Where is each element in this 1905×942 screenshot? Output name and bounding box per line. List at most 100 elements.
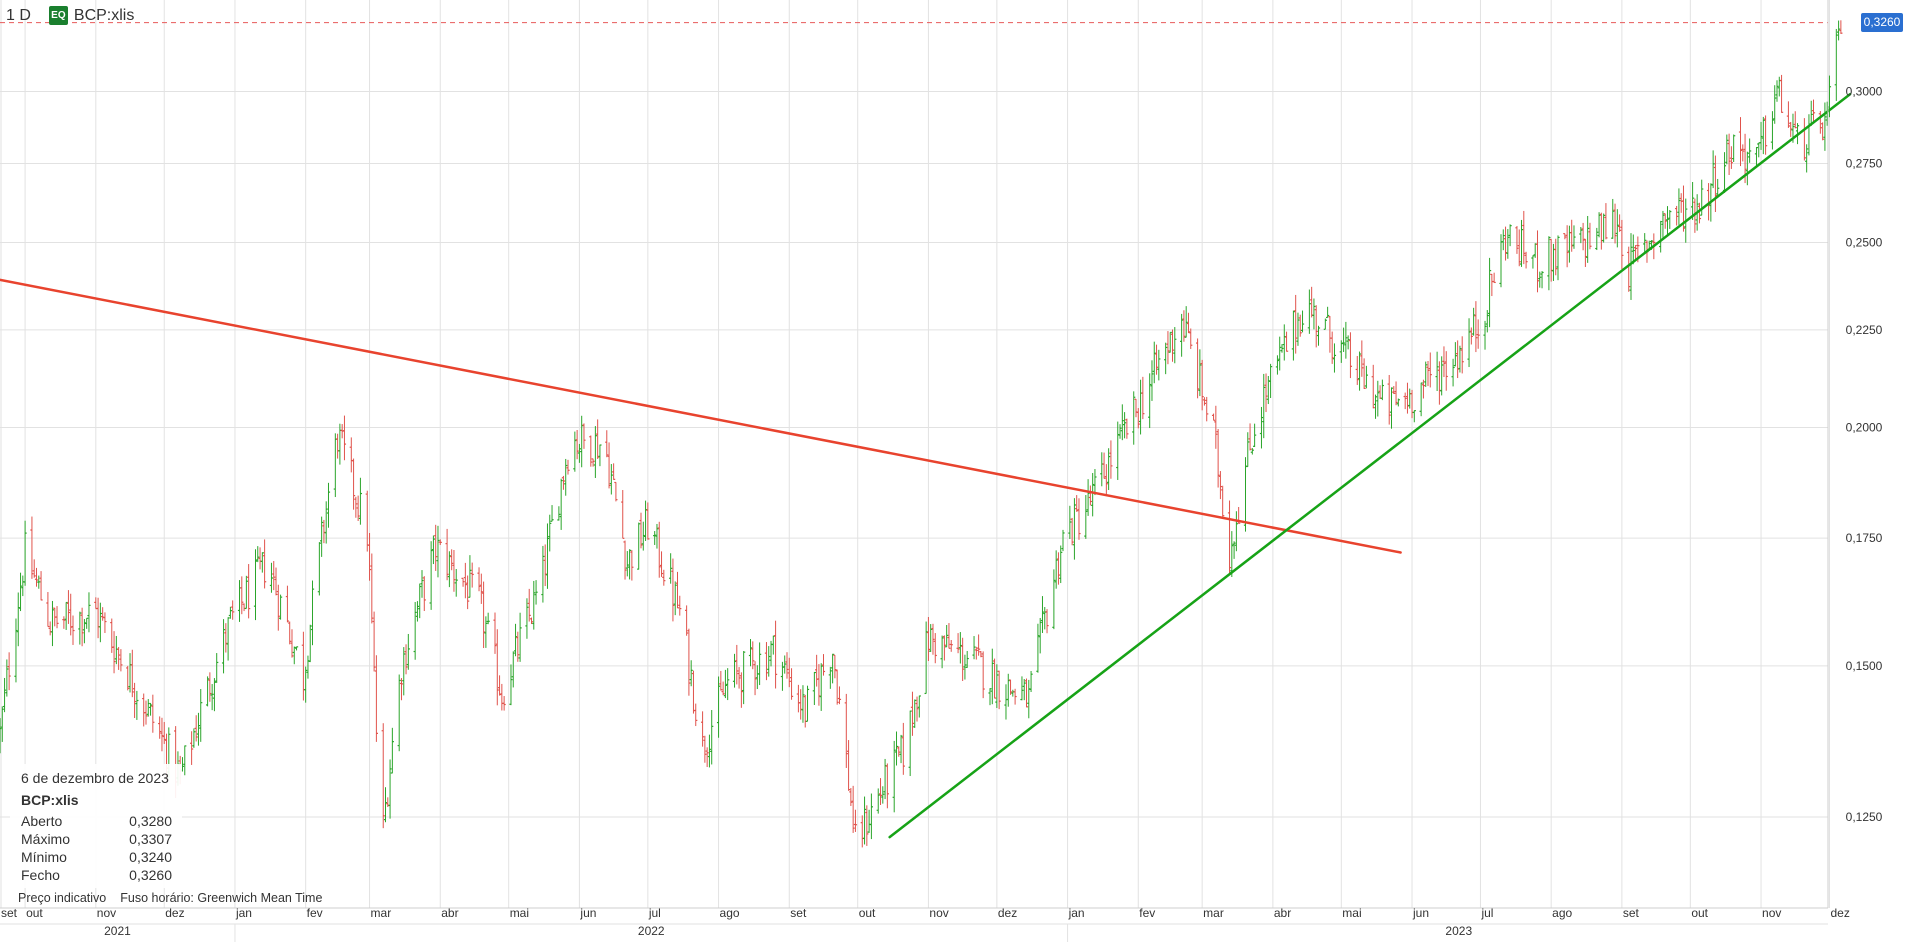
- symbol-label[interactable]: BCP:xlis: [73, 6, 135, 24]
- candle: [646, 502, 650, 540]
- candle: [208, 672, 212, 702]
- x-axis: set out nov dez jan fev mar abr mai jun jul ago set o…: [0, 906, 1850, 942]
- chart-grid: [0, 0, 1830, 908]
- x-month-label: jul: [648, 906, 661, 920]
- price-note: Preço indicativo: [18, 891, 107, 905]
- candle: [1268, 363, 1273, 398]
- candle: [963, 654, 967, 680]
- candle: [1264, 373, 1268, 413]
- candle: [1038, 617, 1042, 654]
- candle: [14, 618, 18, 683]
- candle: [1376, 380, 1380, 417]
- support-trendline: [888, 92, 1852, 839]
- info-row-label: Mínimo: [21, 849, 67, 865]
- candle: [247, 564, 251, 619]
- candle: [1615, 209, 1619, 248]
- candle: [990, 648, 994, 705]
- candle: [1312, 298, 1316, 330]
- period-selector[interactable]: 1 D: [6, 6, 31, 24]
- candle: [205, 676, 210, 707]
- candle: [390, 727, 394, 774]
- candle: [231, 600, 235, 620]
- candle: [529, 617, 534, 625]
- candle: [525, 598, 529, 639]
- candle: [623, 540, 627, 580]
- candle: [735, 644, 739, 685]
- candle: [240, 576, 244, 615]
- candle: [1508, 224, 1512, 247]
- candle: [1602, 213, 1606, 243]
- candle: [269, 562, 274, 593]
- candle: [1291, 310, 1296, 361]
- candle: [183, 745, 187, 776]
- candle: [500, 683, 504, 711]
- candle: [687, 628, 691, 696]
- last-price-label: 0,3260: [1861, 13, 1903, 33]
- candle: [1408, 388, 1412, 409]
- candle: [470, 562, 474, 588]
- x-month-label: mai: [1342, 906, 1361, 920]
- candle: [1202, 397, 1207, 406]
- candle: [1554, 238, 1558, 276]
- candle: [835, 669, 839, 705]
- candle: [726, 668, 730, 701]
- candle: [689, 660, 693, 687]
- candle: [958, 632, 962, 664]
- candle: [479, 573, 483, 604]
- candle: [513, 623, 518, 657]
- candle: [1043, 607, 1047, 630]
- candle: [803, 694, 807, 728]
- candle: [1323, 318, 1327, 330]
- candle: [1262, 373, 1266, 439]
- ohlc-info-box: 6 de dezembro de 2023 BCP:xlis Aberto 0,3…: [10, 764, 182, 888]
- candle: [244, 575, 248, 610]
- candle: [867, 809, 871, 833]
- candle: [85, 617, 89, 629]
- candle: [593, 426, 597, 478]
- candle: [1659, 220, 1663, 253]
- candle: [561, 475, 566, 490]
- candle: [1538, 271, 1542, 288]
- candle: [431, 535, 436, 565]
- candle: [1132, 391, 1136, 445]
- candle: [913, 699, 917, 728]
- candle: [1120, 404, 1124, 441]
- candle: [1661, 210, 1665, 240]
- candle: [324, 501, 328, 544]
- y-tick-label: 0,2500: [1846, 236, 1883, 250]
- candle: [292, 646, 296, 665]
- trendlines: [0, 22, 1852, 839]
- x-month-label: jan: [235, 906, 252, 920]
- candle: [1631, 234, 1635, 265]
- candle: [1460, 336, 1464, 374]
- candle: [1013, 688, 1017, 705]
- candle: [678, 595, 682, 616]
- candle: [34, 567, 39, 587]
- candle: [1332, 343, 1337, 373]
- candle: [700, 711, 705, 747]
- candle: [1221, 485, 1225, 517]
- candle: [320, 516, 324, 557]
- x-year-label: 2022: [638, 924, 665, 938]
- x-month-label: jun: [579, 906, 596, 920]
- candle: [988, 688, 992, 706]
- candle: [263, 539, 267, 589]
- candle: [1362, 358, 1366, 389]
- candle: [1839, 20, 1843, 34]
- x-month-label: abr: [1274, 906, 1291, 920]
- candle: [199, 689, 203, 742]
- candle: [557, 506, 561, 521]
- candle: [96, 597, 100, 639]
- candle: [591, 458, 595, 467]
- candle: [1205, 396, 1209, 422]
- candle: [753, 661, 757, 696]
- candle: [420, 570, 424, 598]
- candle: [1184, 306, 1188, 338]
- candle: [605, 430, 609, 458]
- candle: [1364, 365, 1368, 389]
- candle: [1437, 361, 1441, 405]
- candle: [278, 594, 283, 620]
- candle: [719, 670, 723, 691]
- candle: [221, 619, 226, 674]
